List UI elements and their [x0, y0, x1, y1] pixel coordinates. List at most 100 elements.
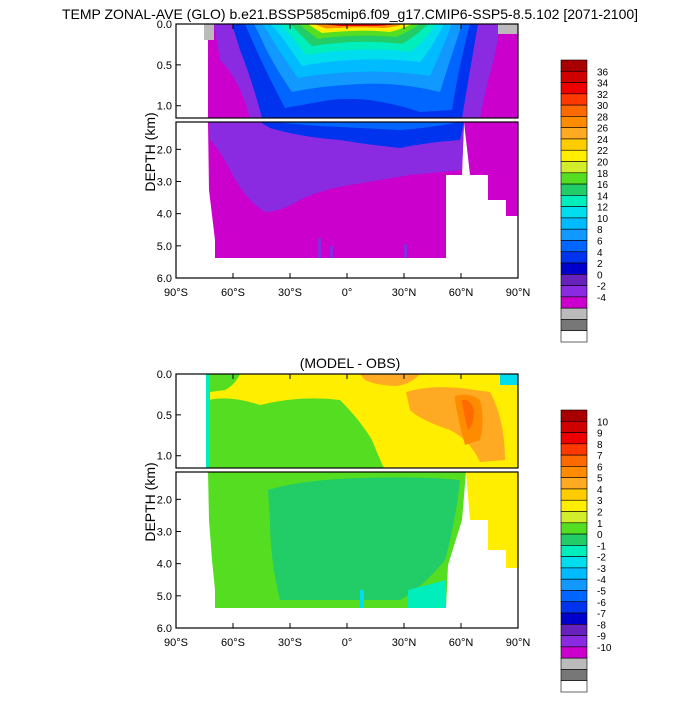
colorbar-label: 7	[597, 451, 603, 462]
colorbar-swatch	[560, 466, 588, 478]
colorbar-label: 8	[597, 225, 603, 236]
temp-panel: 90°S 60°S 30°S 0° 30°N 60°N 90°N 0.0 0.5 1.0 2.0 3.…	[142, 19, 609, 343]
colorbar-swatch	[560, 228, 588, 241]
y-tick-label: 6.0	[157, 623, 172, 635]
temp-upper-field	[176, 24, 518, 118]
colorbar-swatch	[560, 296, 588, 309]
colorbar-swatch	[560, 149, 588, 162]
colorbar-label: 6	[597, 236, 603, 247]
colorbar-swatch	[560, 251, 588, 264]
colorbar-swatch	[560, 409, 588, 422]
temp-axes: 90°S 60°S 30°S 0° 30°N 60°N 90°N 0.0 0.5 1.0 2.0 3.…	[157, 19, 531, 299]
colorbar-label: 2	[597, 508, 603, 519]
colorbar-swatch	[560, 669, 588, 682]
colorbar-swatch	[560, 274, 588, 286]
colorbar-label: 5	[597, 474, 603, 485]
colorbar-label: -7	[597, 609, 606, 620]
colorbar-label: -3	[597, 564, 606, 575]
y-tick-label: 4.0	[157, 209, 172, 221]
colorbar-label: 26	[597, 124, 609, 135]
colorbar-label: 28	[597, 112, 609, 123]
colorbar-swatch	[560, 612, 588, 625]
diff-ylabel: DEPTH (km)	[142, 462, 158, 541]
colorbar-label: 3	[597, 496, 603, 507]
colorbar-label: -8	[597, 620, 606, 631]
x-tick-label: 60°S	[221, 637, 245, 649]
colorbar-swatch	[560, 82, 588, 95]
diff-lower-field	[176, 472, 518, 628]
colorbar-label: 1	[597, 519, 603, 530]
colorbar-label: 6	[597, 462, 603, 473]
colorbar-label: -9	[597, 632, 606, 643]
colorbar-label: 24	[597, 135, 609, 146]
colorbar-swatch	[560, 262, 588, 275]
x-tick-label: 30°S	[278, 637, 302, 649]
colorbar-label: 16	[597, 180, 609, 191]
colorbar-swatch	[560, 657, 588, 670]
x-tick-label: 90°N	[506, 287, 531, 299]
x-tick-label: 90°S	[164, 287, 188, 299]
colorbar-label: -1	[597, 541, 606, 552]
figure-title: TEMP ZONAL-AVE (GLO) b.e21.BSSP585cmip6.…	[62, 6, 638, 22]
colorbar-label: 0	[597, 530, 603, 541]
colorbar-swatch	[560, 477, 588, 490]
temp-ylabel: DEPTH (km)	[142, 112, 158, 191]
y-tick-label: 1.0	[157, 451, 172, 463]
x-tick-label: 30°S	[278, 287, 302, 299]
y-tick-label: 0.0	[157, 19, 172, 31]
colorbar-label: -4	[597, 575, 606, 586]
y-tick-label: 2.0	[157, 144, 172, 156]
colorbar-label: 12	[597, 203, 609, 214]
y-tick-label: 5.0	[157, 241, 172, 253]
x-tick-label: 60°S	[221, 287, 245, 299]
colorbar-label: 8	[597, 440, 603, 451]
colorbar-label: 9	[597, 429, 603, 440]
colorbar-swatch	[560, 172, 588, 185]
colorbar-swatch	[560, 522, 588, 535]
colorbar-swatch	[560, 116, 588, 128]
colorbar-swatch	[560, 206, 588, 219]
colorbar-swatch	[560, 319, 588, 332]
colorbar-label: 14	[597, 191, 609, 202]
colorbar-swatch	[560, 590, 588, 603]
colorbar-swatch	[560, 578, 588, 591]
x-tick-label: 30°N	[392, 637, 417, 649]
colorbar-label: 10	[597, 417, 609, 428]
colorbar-label: 18	[597, 169, 609, 180]
colorbar-swatch	[560, 161, 588, 174]
y-tick-label: 5.0	[157, 591, 172, 603]
y-tick-label: 0.5	[157, 60, 172, 72]
colorbar-swatch	[560, 240, 588, 253]
colorbar-swatch	[560, 217, 588, 230]
y-tick-label: 3.0	[157, 177, 172, 189]
y-tick-label: 6.0	[157, 273, 172, 285]
colorbar-swatch	[560, 70, 588, 83]
colorbar-label: 30	[597, 101, 609, 112]
colorbar-swatch	[560, 601, 588, 614]
colorbar-swatch	[560, 195, 588, 207]
x-tick-label: 30°N	[392, 287, 417, 299]
colorbar-label: 22	[597, 146, 609, 157]
temp-lower-field	[176, 122, 518, 278]
y-tick-label: 4.0	[157, 559, 172, 571]
colorbar-label: 4	[597, 248, 603, 259]
x-tick-label: 0°	[342, 287, 353, 299]
x-tick-label: 60°N	[449, 287, 474, 299]
colorbar-label: 4	[597, 485, 603, 496]
colorbar-label: -2	[597, 282, 606, 293]
colorbar-swatch	[560, 104, 588, 117]
colorbar-swatch	[560, 330, 588, 343]
colorbar-label: -2	[597, 553, 606, 564]
colorbar-swatch	[560, 624, 588, 636]
colorbar-swatch	[560, 567, 588, 580]
colorbar-swatch	[560, 183, 588, 196]
colorbar-swatch	[560, 59, 588, 72]
colorbar-swatch	[560, 454, 588, 467]
colorbar-label: -4	[597, 293, 606, 304]
colorbar-swatch	[560, 646, 588, 659]
diff-upper-field	[176, 374, 518, 468]
diff-panel: (MODEL - OBS) 90°S 60°S 30°S 0° 30°N 60°N 90°N…	[142, 355, 612, 693]
colorbar-swatch	[560, 488, 588, 501]
colorbar-label: 0	[597, 270, 603, 281]
